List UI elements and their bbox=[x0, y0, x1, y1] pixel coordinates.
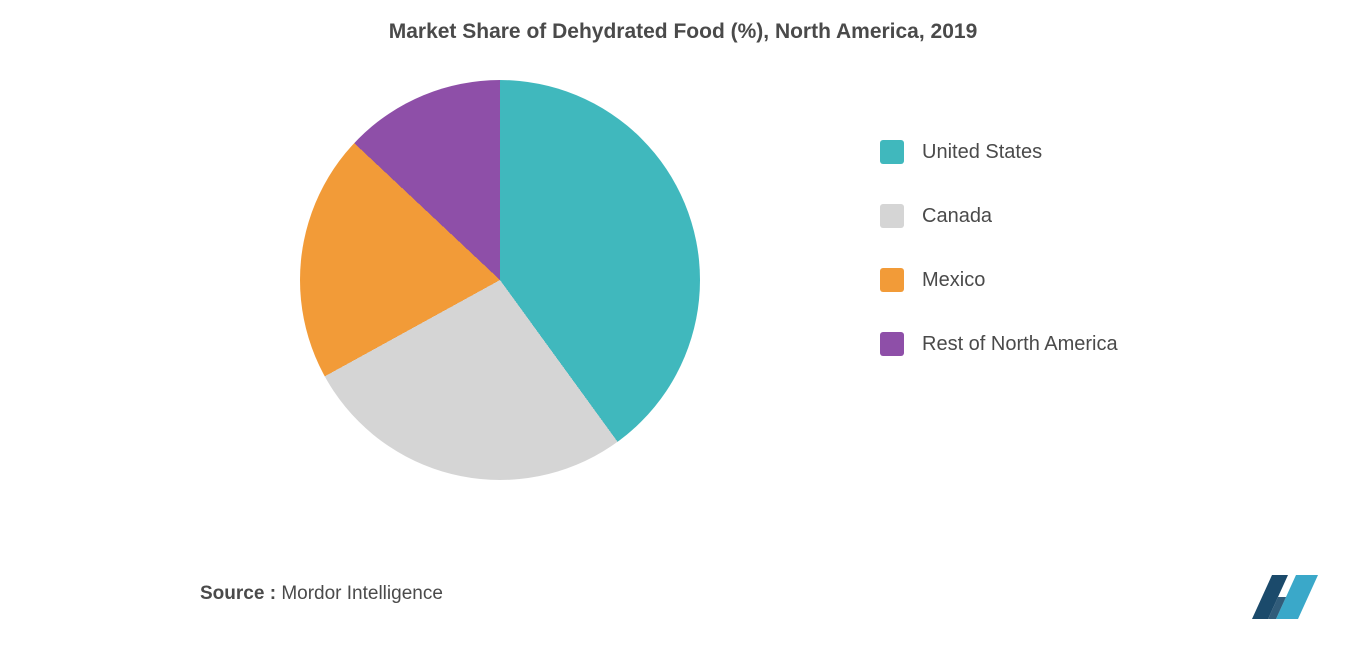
legend-label: Canada bbox=[922, 205, 992, 228]
legend-label: Mexico bbox=[922, 269, 985, 292]
legend-swatch bbox=[880, 140, 904, 164]
legend-item: United States bbox=[880, 140, 1118, 164]
legend-item: Rest of North America bbox=[880, 332, 1118, 356]
legend-swatch bbox=[880, 268, 904, 292]
source-attribution: Source : Mordor Intelligence bbox=[200, 583, 443, 605]
legend-item: Canada bbox=[880, 204, 1118, 228]
legend-label: Rest of North America bbox=[922, 333, 1118, 356]
chart-container: Market Share of Dehydrated Food (%), Nor… bbox=[0, 0, 1366, 655]
legend: United States Canada Mexico Rest of North A… bbox=[880, 140, 1118, 356]
legend-swatch bbox=[880, 332, 904, 356]
pie-chart bbox=[300, 80, 700, 480]
mordor-logo-icon bbox=[1246, 569, 1326, 625]
source-value: Mordor Intelligence bbox=[281, 583, 443, 604]
legend-item: Mexico bbox=[880, 268, 1118, 292]
pie-graphic bbox=[300, 80, 700, 480]
legend-swatch bbox=[880, 204, 904, 228]
chart-title: Market Share of Dehydrated Food (%), Nor… bbox=[0, 20, 1366, 44]
source-label: Source : bbox=[200, 583, 276, 604]
legend-label: United States bbox=[922, 141, 1042, 164]
